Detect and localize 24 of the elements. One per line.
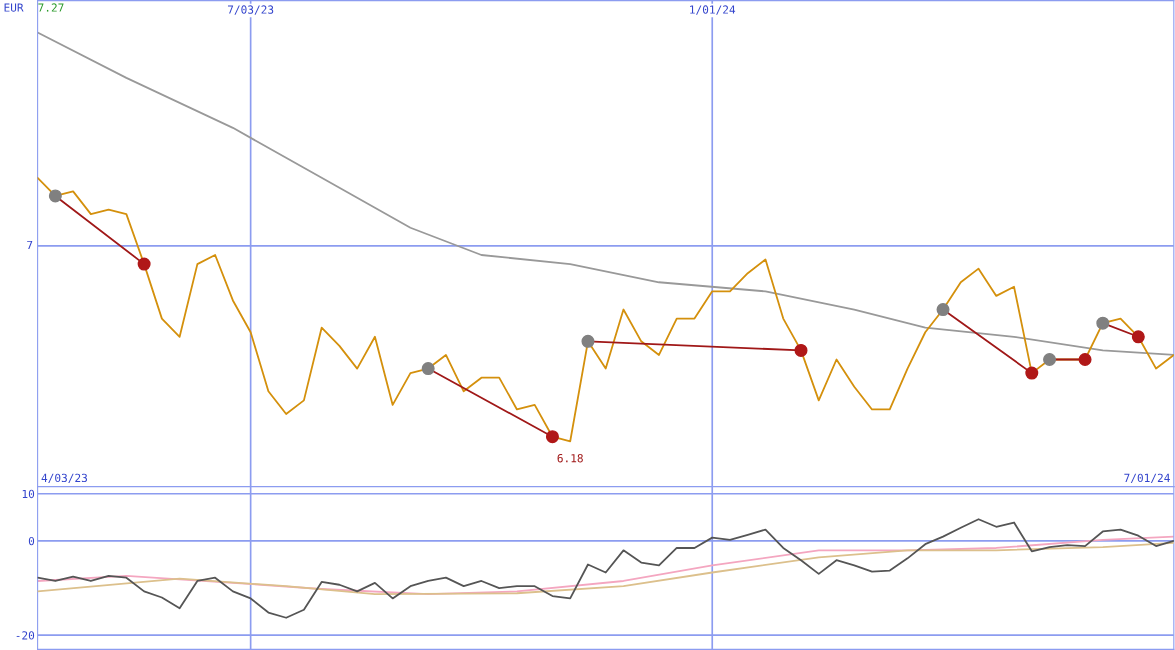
point [794,343,808,357]
x-tick-label: 7/03/23 [227,5,274,15]
point [1043,352,1057,366]
point [137,257,151,271]
y-tick-label: 0 [28,536,35,546]
y-tick-label: -20 [16,631,35,640]
text: 7.27 [38,3,64,12]
y-axis-title: EUR [4,3,24,12]
line-series [37,518,1174,619]
point [1096,316,1110,330]
text: 7 [27,240,33,250]
point [1078,352,1092,366]
point [1131,330,1145,344]
annotation: 6.18 [557,454,583,463]
point [936,303,950,317]
point [545,430,559,444]
point [421,362,435,376]
annotation: 7/01/24 [1124,473,1170,483]
point [1025,366,1039,380]
x-tick-label: 1/01/24 [690,5,736,15]
annotation: 4/03/23 [41,473,87,483]
y-tick-label: 10 [22,489,35,499]
point [581,334,595,348]
point [48,189,62,203]
